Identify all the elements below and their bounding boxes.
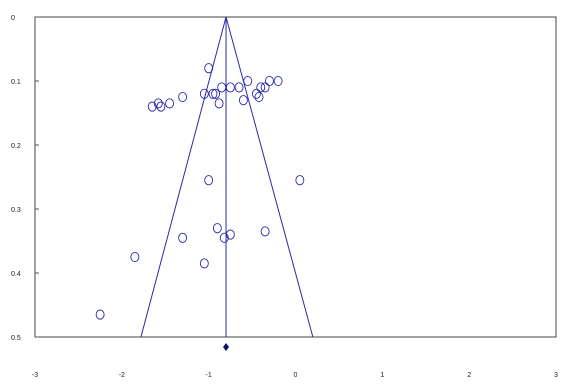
x-tick-label: 0 [294,372,298,379]
data-point [251,88,261,99]
y-axis-ticks: 0 0.1 0.2 0.3 0.4 0.5 [11,15,39,342]
y-tick-label: 0.1 [11,79,21,86]
plot-frame [34,16,557,338]
data-point [199,258,209,269]
data-point [178,232,188,243]
data-point [156,101,166,112]
data-point [147,101,157,112]
data-point [95,309,105,320]
data-point [243,75,253,87]
data-point [265,75,274,87]
summary-diamond [223,343,230,351]
data-point [225,229,235,240]
data-point [295,175,305,186]
data-point [211,88,221,99]
funnel-right-line [225,16,314,338]
funnel-lines [140,16,314,338]
data-point [217,82,227,93]
data-point [204,175,214,186]
data-point [273,75,283,87]
x-tick-label: -1 [206,372,212,379]
data-point [256,82,266,93]
data-point [165,98,175,109]
data-point [254,91,264,103]
data-point [199,88,209,99]
y-tick-label: 0.4 [11,271,21,278]
y-tick-label: 0.5 [11,335,21,342]
data-point [153,98,163,109]
x-tick-label: -2 [119,372,125,379]
x-tick-label: 1 [380,372,384,379]
study-points [95,63,305,320]
funnel-left-line [140,16,227,338]
x-tick-label: 3 [554,372,558,379]
y-tick-label: 0 [11,15,15,22]
x-tick-label: 2 [467,372,471,379]
data-point [212,223,222,234]
data-point [260,82,270,93]
x-axis-ticks: -3 -2 -1 0 1 2 3 [32,372,558,379]
data-point [234,82,244,93]
x-tick-label: -3 [32,372,38,379]
y-tick-label: 0.2 [11,143,21,150]
data-point [260,226,270,237]
data-point [214,98,224,109]
data-point [219,232,229,243]
data-point [225,82,235,93]
data-point [238,95,248,106]
y-tick-label: 0.3 [11,207,21,214]
summary-marker [223,343,230,351]
data-point [178,91,188,103]
data-point [130,251,140,263]
data-point [204,63,214,74]
data-point [208,88,218,99]
